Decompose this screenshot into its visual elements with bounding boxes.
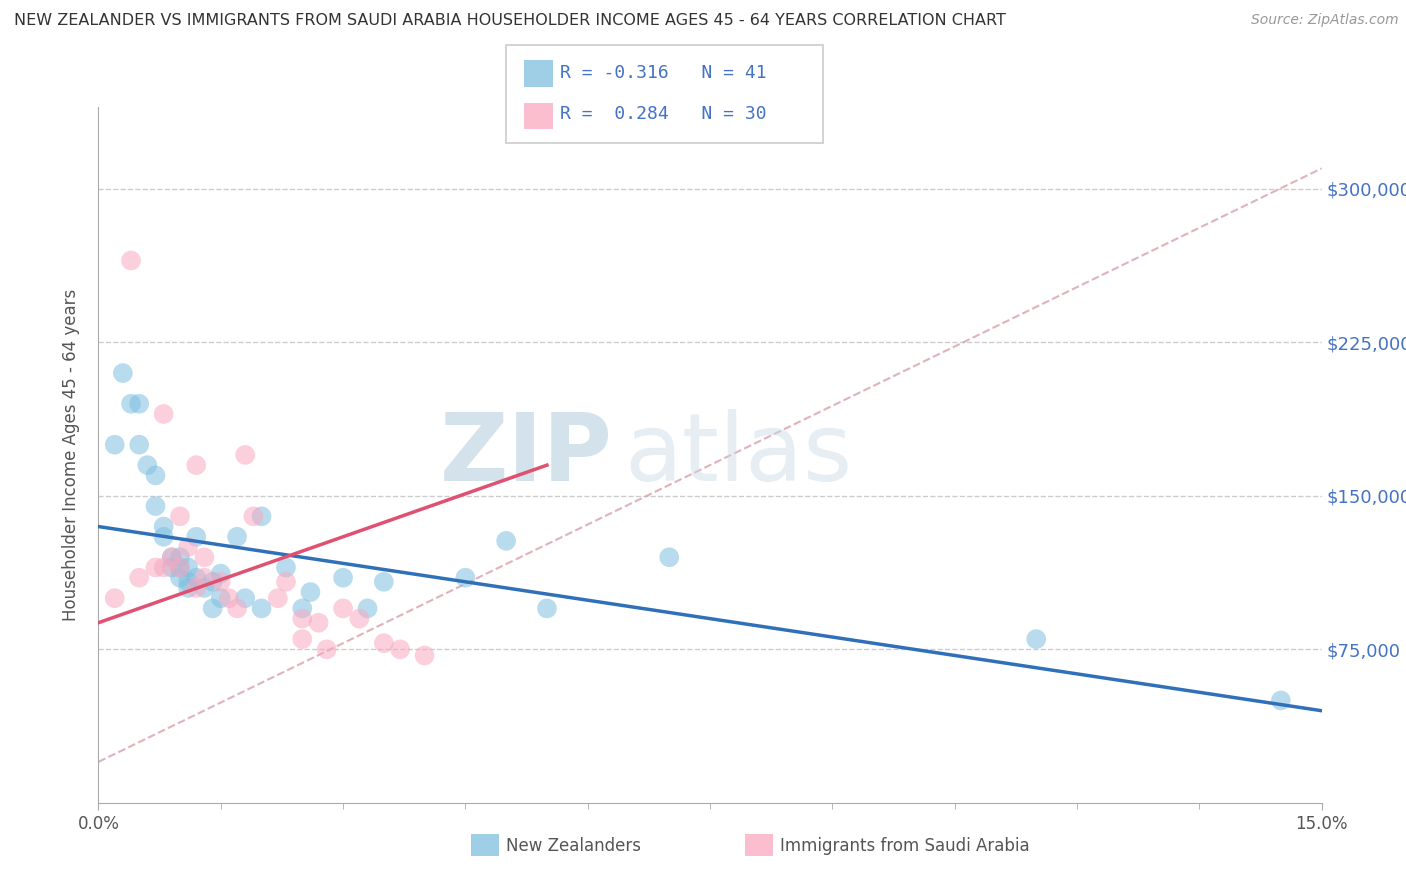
Point: [332, 601, 354, 615]
Text: Source: ZipAtlas.com: Source: ZipAtlas.com: [1251, 13, 1399, 28]
Point: [315, 642, 337, 657]
Point: [536, 601, 558, 615]
Text: R =  0.284   N = 30: R = 0.284 N = 30: [560, 105, 766, 123]
Point: [218, 591, 240, 606]
Point: [111, 366, 134, 380]
Point: [177, 574, 200, 589]
Point: [233, 448, 256, 462]
Point: [186, 530, 208, 544]
Point: [169, 509, 191, 524]
Point: [308, 615, 330, 630]
Point: [495, 533, 517, 548]
Point: [332, 571, 354, 585]
Text: R = -0.316   N = 41: R = -0.316 N = 41: [560, 64, 766, 82]
Text: ZIP: ZIP: [439, 409, 612, 501]
Point: [186, 571, 208, 585]
Point: [169, 571, 191, 585]
Point: [177, 560, 200, 574]
Point: [186, 458, 208, 472]
Point: [233, 591, 256, 606]
Point: [104, 438, 127, 452]
Point: [152, 530, 174, 544]
Point: [274, 574, 297, 589]
Point: [1270, 693, 1292, 707]
Point: [160, 550, 183, 565]
Point: [145, 468, 167, 483]
Point: [201, 601, 224, 615]
Text: Immigrants from Saudi Arabia: Immigrants from Saudi Arabia: [780, 837, 1031, 855]
Point: [209, 566, 232, 581]
Point: [209, 591, 232, 606]
Point: [128, 397, 150, 411]
Point: [145, 560, 167, 574]
Point: [291, 601, 314, 615]
Point: [169, 560, 191, 574]
Text: NEW ZEALANDER VS IMMIGRANTS FROM SAUDI ARABIA HOUSEHOLDER INCOME AGES 45 - 64 YE: NEW ZEALANDER VS IMMIGRANTS FROM SAUDI A…: [14, 13, 1005, 29]
Point: [226, 530, 249, 544]
Point: [413, 648, 436, 663]
Point: [1025, 632, 1047, 646]
Point: [267, 591, 290, 606]
Point: [291, 632, 314, 646]
Point: [152, 407, 174, 421]
Point: [136, 458, 159, 472]
Point: [226, 601, 249, 615]
Point: [120, 253, 142, 268]
Point: [152, 519, 174, 533]
Point: [160, 560, 183, 574]
Point: [169, 550, 191, 565]
Point: [299, 585, 322, 599]
Point: [658, 550, 681, 565]
Point: [193, 571, 215, 585]
Point: [160, 550, 183, 565]
Point: [349, 612, 371, 626]
Point: [128, 438, 150, 452]
Point: [454, 571, 477, 585]
Text: New Zealanders: New Zealanders: [506, 837, 641, 855]
Point: [177, 581, 200, 595]
Point: [250, 601, 273, 615]
Point: [373, 574, 395, 589]
Point: [177, 540, 200, 554]
Point: [209, 574, 232, 589]
Point: [242, 509, 264, 524]
Point: [373, 636, 395, 650]
Point: [120, 397, 142, 411]
Point: [145, 499, 167, 513]
Point: [356, 601, 378, 615]
Text: atlas: atlas: [624, 409, 852, 501]
Point: [250, 509, 273, 524]
Point: [186, 581, 208, 595]
Point: [128, 571, 150, 585]
Point: [104, 591, 127, 606]
Point: [201, 574, 224, 589]
Point: [193, 550, 215, 565]
Point: [389, 642, 412, 657]
Point: [193, 581, 215, 595]
Point: [169, 560, 191, 574]
Y-axis label: Householder Income Ages 45 - 64 years: Householder Income Ages 45 - 64 years: [62, 289, 80, 621]
Point: [274, 560, 297, 574]
Point: [291, 612, 314, 626]
Point: [152, 560, 174, 574]
